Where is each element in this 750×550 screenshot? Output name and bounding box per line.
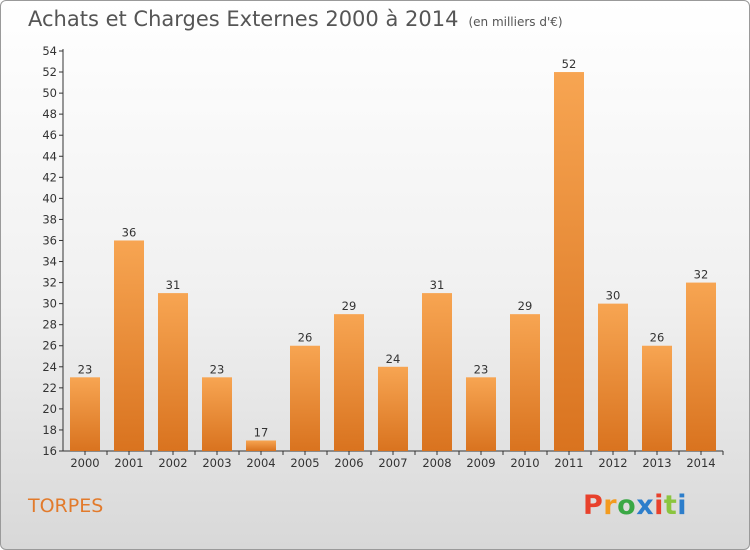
bar-value-label: 31	[430, 278, 445, 292]
logo-letter: i	[677, 490, 688, 521]
y-tick-label: 50	[42, 86, 57, 100]
x-tick-label: 2003	[202, 456, 231, 470]
bar-value-label: 36	[122, 225, 137, 239]
x-tick-label: 2007	[378, 456, 407, 470]
y-tick-label: 52	[42, 65, 57, 79]
x-tick-label: 2014	[686, 456, 715, 470]
bar	[642, 345, 672, 451]
y-tick-label: 34	[42, 255, 57, 269]
x-tick-label: 2011	[554, 456, 583, 470]
logo-letter: t	[663, 490, 678, 521]
x-axis-ticks: 2000 2001 2002 2003 2004 2005 2006 2007 2008 2009…	[70, 451, 724, 470]
y-axis-ticks: 16 18 20 22 24 26 28 30 32 34 36 38 40 42 44 46 48 50 52 54	[42, 44, 63, 458]
y-tick-label: 24	[42, 360, 57, 374]
bar	[246, 440, 276, 451]
y-tick-label: 54	[42, 44, 57, 58]
y-tick-label: 16	[42, 444, 57, 458]
title-block: Achats et Charges Externes 2000 à 2014 (e…	[28, 7, 563, 31]
x-tick-label: 2006	[334, 456, 363, 470]
bar-value-label: 26	[298, 331, 313, 345]
bar-value-label: 29	[518, 299, 533, 313]
x-tick-label: 2008	[422, 456, 451, 470]
bar	[510, 314, 540, 451]
y-tick-label: 32	[42, 276, 57, 290]
bar-value-label: 17	[254, 425, 269, 439]
x-tick-label: 2010	[510, 456, 539, 470]
bar-value-label: 26	[650, 331, 665, 345]
bar	[114, 240, 144, 451]
x-tick-label: 2002	[158, 456, 187, 470]
y-tick-label: 28	[42, 318, 57, 332]
bar	[334, 314, 364, 451]
proxiti-logo[interactable]: Proxiti	[583, 490, 687, 521]
bar	[202, 377, 232, 451]
bar-value-label: 23	[210, 362, 225, 376]
y-tick-label: 40	[42, 191, 57, 205]
logo-letter: i	[654, 490, 664, 521]
y-tick-label: 36	[42, 233, 57, 247]
logo-letter: P	[583, 490, 604, 521]
x-tick-label: 2013	[642, 456, 671, 470]
y-tick-label: 18	[42, 423, 57, 437]
x-tick-label: 2001	[114, 456, 143, 470]
bar	[422, 293, 452, 451]
bar	[290, 345, 320, 451]
x-tick-label: 2009	[466, 456, 495, 470]
commune-name: TORPES	[28, 495, 104, 517]
x-tick-label: 2004	[246, 456, 275, 470]
x-tick-label: 2000	[70, 456, 99, 470]
chart-unit: (en milliers d'€)	[468, 15, 563, 29]
bar-value-label: 31	[166, 278, 181, 292]
bar	[686, 282, 716, 451]
bar-value-label: 32	[694, 268, 709, 282]
x-tick-label: 2005	[290, 456, 319, 470]
bar	[158, 293, 188, 451]
bar-value-label: 29	[342, 299, 357, 313]
bar	[598, 303, 628, 451]
y-tick-label: 22	[42, 381, 57, 395]
logo-letter: o	[617, 490, 637, 521]
bar-value-label: 23	[474, 362, 489, 376]
y-tick-label: 44	[42, 149, 57, 163]
y-tick-label: 38	[42, 212, 57, 226]
bar-value-label: 30	[606, 289, 621, 303]
y-tick-label: 42	[42, 170, 57, 184]
y-tick-label: 48	[42, 107, 57, 121]
bar	[554, 72, 584, 451]
y-tick-label: 20	[42, 402, 57, 416]
y-tick-label: 26	[42, 339, 57, 353]
bars: 23 36 31 23 17 26 29 24 31 23 29 52 30 26 32	[70, 57, 716, 451]
chart-title: Achats et Charges Externes 2000 à 2014	[28, 7, 459, 31]
x-tick-label: 2012	[598, 456, 627, 470]
y-tick-label: 46	[42, 128, 57, 142]
bar	[466, 377, 496, 451]
logo-letter: r	[603, 490, 618, 521]
bar-value-label: 52	[562, 57, 577, 71]
bar-value-label: 24	[386, 352, 401, 366]
bar	[70, 377, 100, 451]
bar	[378, 366, 408, 451]
logo-letter: x	[636, 490, 655, 521]
bar-value-label: 23	[78, 362, 93, 376]
y-tick-label: 30	[42, 297, 57, 311]
